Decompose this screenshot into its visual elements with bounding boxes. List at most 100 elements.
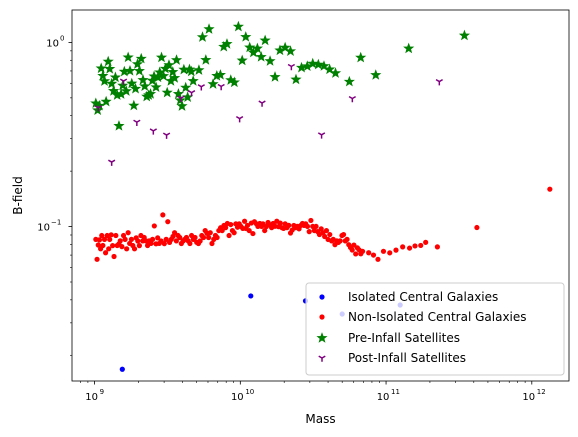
pre-infall-point xyxy=(104,63,116,74)
pre-infall-point xyxy=(139,80,151,92)
pre-infall-point xyxy=(98,75,111,86)
non-isolated-central-point xyxy=(337,238,343,244)
post-infall-point xyxy=(162,132,171,139)
pre-infall-point xyxy=(157,70,170,81)
non-isolated-central-point xyxy=(119,244,125,250)
pre-infall-point xyxy=(117,79,129,91)
non-isolated-central-point xyxy=(219,227,225,234)
pre-infall-point xyxy=(97,70,109,81)
pre-infall-point xyxy=(240,31,252,42)
pre-infall-point xyxy=(155,51,168,63)
non-isolated-central-point xyxy=(110,243,116,249)
non-isolated-central-point xyxy=(104,232,110,239)
non-isolated-central-point xyxy=(250,230,256,237)
non-isolated-central-point xyxy=(95,242,101,248)
x-tick-label: 10 xyxy=(377,392,390,403)
pre-infall-point xyxy=(458,29,471,41)
non-isolated-central-point xyxy=(111,253,117,260)
non-isolated-central-point xyxy=(187,240,193,247)
pre-infall-point xyxy=(137,74,149,85)
legend-label-pre-infall: Pre-Infall Satellites xyxy=(348,331,460,345)
post-infall-point xyxy=(217,83,225,91)
x-tick-exponent: 11 xyxy=(391,388,400,396)
x-tick-exponent: 10 xyxy=(245,388,254,396)
non-isolated-central-point xyxy=(161,241,167,247)
pre-infall-point xyxy=(122,51,134,63)
pre-infall-point xyxy=(203,23,215,34)
non-isolated-central-point xyxy=(99,232,105,239)
non-isolated-central-point xyxy=(165,219,171,225)
pre-infall-point xyxy=(264,55,276,66)
non-isolated-central-point xyxy=(306,229,312,235)
post-infall-point xyxy=(119,78,128,85)
pre-infall-point xyxy=(221,38,233,49)
pre-infall-point xyxy=(343,75,355,87)
pre-infall-point xyxy=(244,41,256,53)
non-isolated-central-point xyxy=(262,227,268,234)
post-infall-point xyxy=(108,159,116,166)
legend-label-non-isolated-central: Non-Isolated Central Galaxies xyxy=(348,310,527,324)
non-isolated-central-point xyxy=(107,236,113,243)
pre-infall-point xyxy=(185,65,197,77)
non-isolated-central-point xyxy=(231,230,237,236)
non-isolated-central-point xyxy=(286,222,292,228)
x-tick-label: 10 xyxy=(85,392,98,403)
non-isolated-central-point xyxy=(100,242,106,249)
non-isolated-central-point xyxy=(108,232,114,238)
legend-label-isolated-central: Isolated Central Galaxies xyxy=(348,290,498,304)
non-isolated-central-point xyxy=(117,238,123,244)
non-isolated-central-point xyxy=(192,234,198,241)
post-infall-point xyxy=(287,63,296,71)
pre-infall-point xyxy=(169,72,181,83)
non-isolated-central-point xyxy=(318,226,324,232)
non-isolated-central-point xyxy=(173,238,179,244)
x-tick-exponent: 9 xyxy=(100,388,104,396)
pre-infall-point xyxy=(370,69,382,80)
pre-infall-point xyxy=(290,73,302,85)
pre-infall-point xyxy=(318,60,330,71)
pre-infall-point xyxy=(200,54,212,65)
pre-infall-point xyxy=(129,82,142,94)
pre-infall-point xyxy=(187,75,199,86)
pre-infall-point xyxy=(128,99,140,111)
non-isolated-central-point xyxy=(380,248,387,254)
non-isolated-central-point xyxy=(228,221,234,228)
post-infall-point xyxy=(235,116,244,123)
non-isolated-central-point xyxy=(304,223,311,230)
non-isolated-central-point xyxy=(313,223,319,230)
non-isolated-central-point xyxy=(135,238,141,244)
post-infall-point xyxy=(177,95,185,102)
pre-infall-point xyxy=(161,86,173,98)
non-isolated-central-point xyxy=(206,234,212,241)
isolated-central-point xyxy=(248,293,254,299)
pre-infall-point xyxy=(228,76,240,88)
non-isolated-central-point xyxy=(393,247,399,253)
plot-frame xyxy=(71,9,570,382)
non-isolated-central-point xyxy=(177,234,183,241)
legend-marker-isolated-central xyxy=(319,294,325,300)
pre-infall-point xyxy=(284,45,297,56)
data-points xyxy=(90,20,553,372)
non-isolated-central-point xyxy=(244,222,251,229)
non-isolated-central-point xyxy=(406,245,413,251)
non-isolated-central-point xyxy=(149,236,156,242)
non-isolated-central-point xyxy=(136,243,142,249)
pre-infall-point xyxy=(126,77,138,89)
pre-infall-point xyxy=(196,31,209,42)
non-isolated-central-point xyxy=(131,246,138,252)
post-infall-point xyxy=(149,128,157,135)
pre-infall-point xyxy=(150,81,162,92)
pre-infall-point xyxy=(279,41,291,53)
non-isolated-central-point xyxy=(474,224,480,231)
y-tick-label: 10 xyxy=(46,38,59,49)
pre-infall-point xyxy=(144,88,157,99)
x-tick-label: 10 xyxy=(522,392,535,403)
pre-infall-point xyxy=(269,71,281,82)
pre-infall-point xyxy=(329,67,342,78)
non-isolated-central-point xyxy=(148,240,154,247)
pre-infall-point xyxy=(251,42,263,54)
pre-infall-point xyxy=(170,54,183,65)
non-isolated-central-point xyxy=(125,230,131,236)
pre-infall-point xyxy=(312,58,324,70)
